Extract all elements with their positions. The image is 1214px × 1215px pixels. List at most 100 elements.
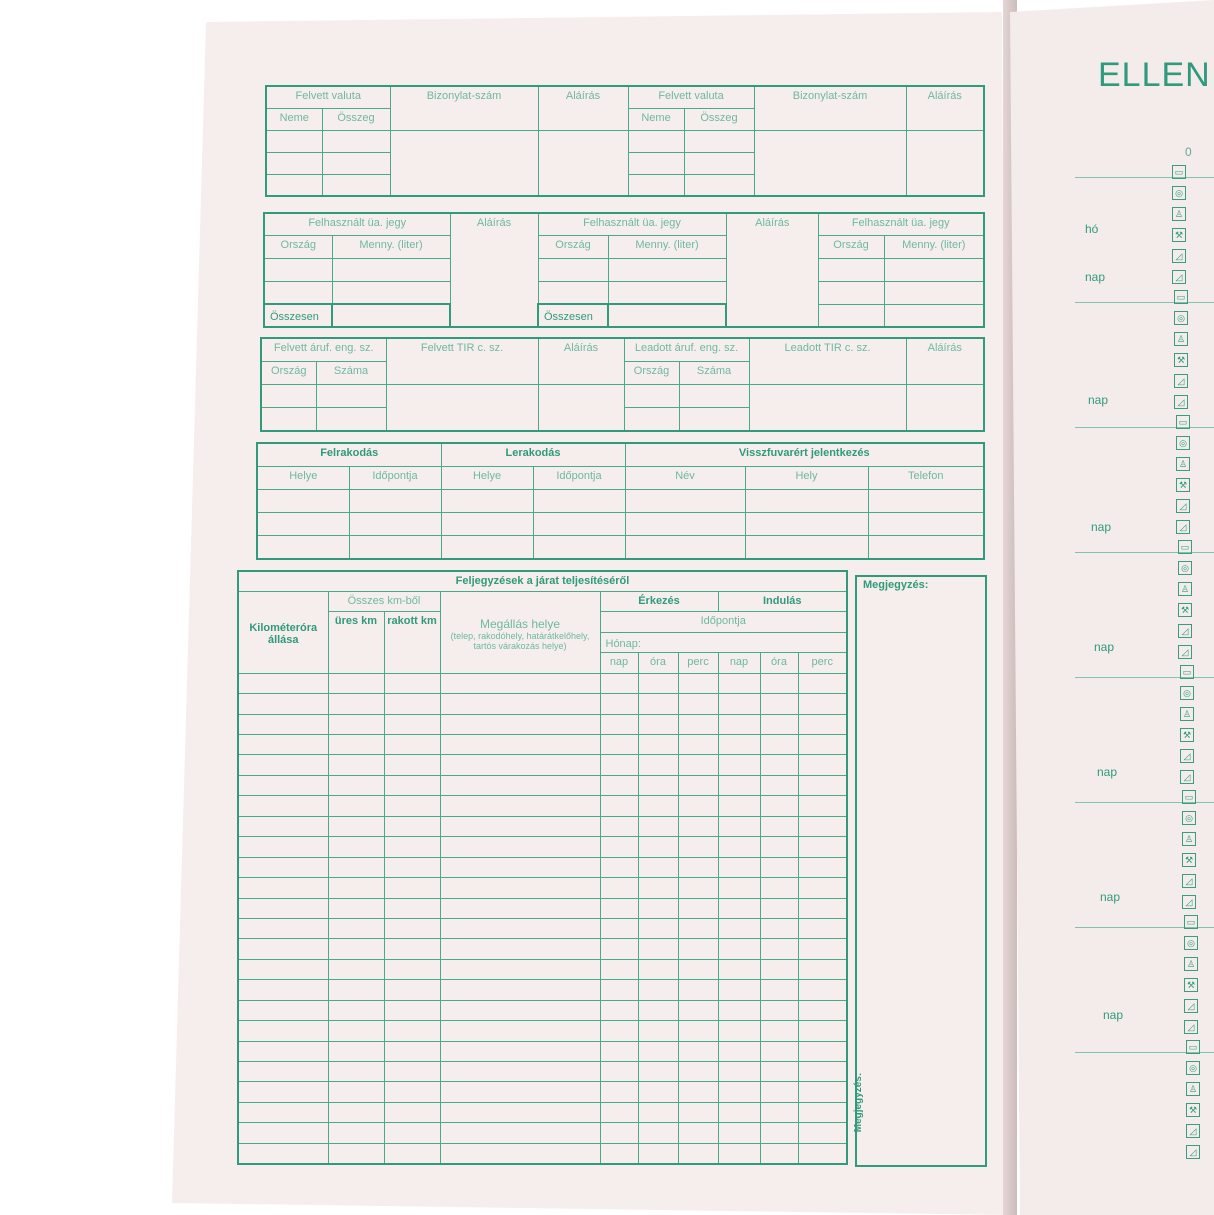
- cell[interactable]: [263, 280, 333, 305]
- cell[interactable]: [327, 1020, 385, 1042]
- cell[interactable]: [599, 1101, 639, 1124]
- cell[interactable]: [537, 129, 629, 197]
- cell[interactable]: [439, 1020, 601, 1042]
- cell[interactable]: [759, 856, 799, 879]
- cell[interactable]: [717, 795, 761, 817]
- cell[interactable]: [599, 938, 639, 960]
- cell[interactable]: [759, 754, 799, 776]
- cell[interactable]: [532, 535, 626, 560]
- cell[interactable]: [439, 979, 601, 1001]
- cell[interactable]: [637, 917, 679, 940]
- cell[interactable]: [327, 713, 385, 736]
- cell[interactable]: [717, 897, 761, 919]
- cell[interactable]: [717, 774, 761, 797]
- cell[interactable]: [439, 693, 601, 715]
- cell[interactable]: [383, 815, 441, 838]
- cell[interactable]: [327, 938, 385, 960]
- cell[interactable]: [677, 917, 719, 940]
- cell[interactable]: [797, 979, 848, 1001]
- cell[interactable]: [321, 151, 391, 175]
- cell[interactable]: [383, 1081, 441, 1103]
- cell[interactable]: [237, 1040, 329, 1063]
- cell[interactable]: [439, 1142, 601, 1165]
- cell[interactable]: [260, 407, 317, 432]
- cell[interactable]: [677, 693, 719, 715]
- cell[interactable]: [439, 877, 601, 899]
- cell[interactable]: [599, 1020, 639, 1042]
- cell[interactable]: [599, 917, 639, 940]
- cell[interactable]: [717, 999, 761, 1022]
- cell[interactable]: [383, 1142, 441, 1165]
- cell[interactable]: [677, 999, 719, 1022]
- cell[interactable]: [599, 856, 639, 879]
- cell[interactable]: [717, 1101, 761, 1124]
- cell[interactable]: [677, 897, 719, 919]
- cell[interactable]: [677, 877, 719, 899]
- cell[interactable]: [327, 774, 385, 797]
- cell[interactable]: [439, 815, 601, 838]
- cell[interactable]: [624, 512, 746, 537]
- cell[interactable]: [797, 795, 848, 817]
- cell[interactable]: [637, 856, 679, 879]
- cell[interactable]: [797, 1122, 848, 1144]
- cell[interactable]: [237, 958, 329, 981]
- cell[interactable]: [759, 999, 799, 1022]
- cell[interactable]: [867, 488, 985, 514]
- cell[interactable]: [637, 897, 679, 919]
- cell[interactable]: [439, 999, 601, 1022]
- cell[interactable]: [759, 1061, 799, 1083]
- cell[interactable]: [599, 693, 639, 715]
- cell[interactable]: [383, 734, 441, 756]
- cell[interactable]: [348, 535, 442, 560]
- cell[interactable]: [439, 713, 601, 736]
- cell[interactable]: [677, 1122, 719, 1144]
- cell[interactable]: [637, 999, 679, 1022]
- cell[interactable]: [439, 795, 601, 817]
- cell[interactable]: [627, 173, 685, 197]
- cell[interactable]: [717, 693, 761, 715]
- cell[interactable]: [439, 856, 601, 879]
- cell[interactable]: [797, 713, 848, 736]
- cell[interactable]: [327, 672, 385, 695]
- cell[interactable]: [677, 856, 719, 879]
- cell[interactable]: [327, 734, 385, 756]
- cell[interactable]: [383, 713, 441, 736]
- cell[interactable]: [327, 917, 385, 940]
- cell[interactable]: [327, 754, 385, 776]
- cell[interactable]: [797, 897, 848, 919]
- cell[interactable]: [237, 1122, 329, 1144]
- cell[interactable]: [383, 693, 441, 715]
- cell[interactable]: [599, 815, 639, 838]
- cell[interactable]: [237, 877, 329, 899]
- cell[interactable]: [439, 1081, 601, 1103]
- cell[interactable]: [599, 1122, 639, 1144]
- cell[interactable]: [717, 958, 761, 981]
- cell[interactable]: [817, 258, 885, 282]
- cell[interactable]: [797, 1061, 848, 1083]
- cell[interactable]: [797, 1081, 848, 1103]
- cell[interactable]: [237, 774, 329, 797]
- cell[interactable]: [637, 1020, 679, 1042]
- cell[interactable]: [439, 938, 601, 960]
- cell[interactable]: [383, 856, 441, 879]
- cell[interactable]: [599, 999, 639, 1022]
- cell[interactable]: [607, 258, 727, 282]
- cell[interactable]: [717, 1040, 761, 1063]
- cell[interactable]: [327, 1061, 385, 1083]
- cell[interactable]: [717, 1020, 761, 1042]
- cell[interactable]: [439, 734, 601, 756]
- cell[interactable]: [637, 713, 679, 736]
- cell[interactable]: [383, 1040, 441, 1063]
- cell[interactable]: [717, 1061, 761, 1083]
- cell[interactable]: [744, 512, 869, 537]
- cell[interactable]: [797, 1040, 848, 1063]
- cell[interactable]: [327, 958, 385, 981]
- cell[interactable]: [759, 774, 799, 797]
- cell[interactable]: [327, 1081, 385, 1103]
- cell[interactable]: [383, 1020, 441, 1042]
- cell[interactable]: [717, 979, 761, 1001]
- cell[interactable]: [759, 795, 799, 817]
- cell[interactable]: [599, 1142, 639, 1165]
- cell[interactable]: [797, 1020, 848, 1042]
- cell[interactable]: [439, 897, 601, 919]
